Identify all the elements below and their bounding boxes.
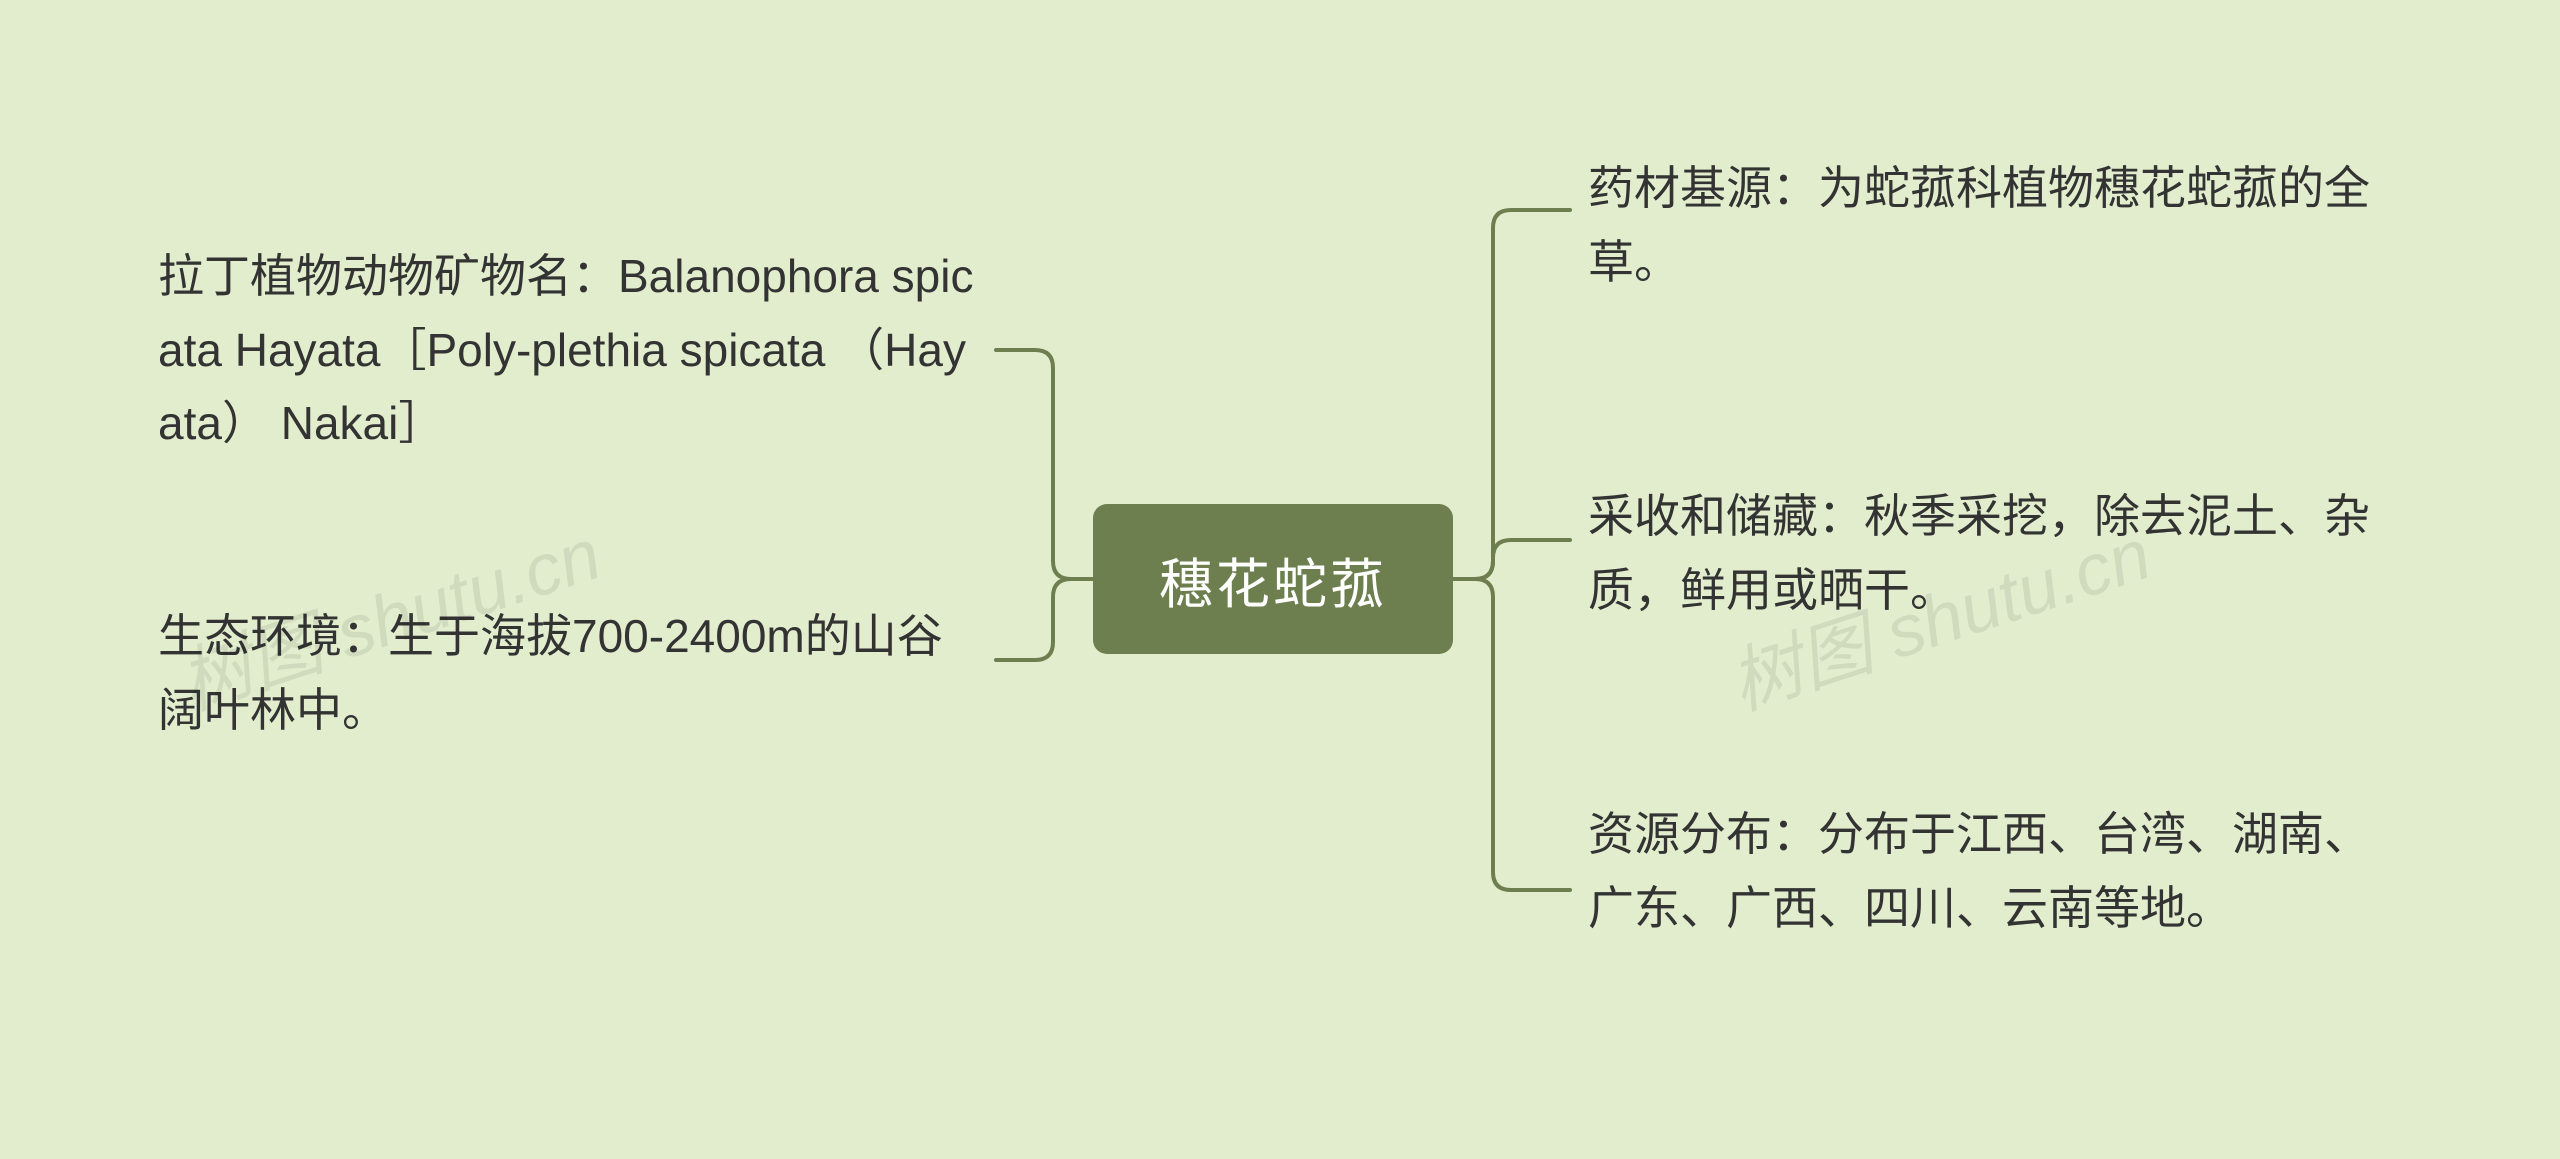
leaf-latin-name: 拉丁植物动物矿物名：Balanophora spicata Hayata［Pol… <box>158 240 978 461</box>
leaf-harvest: 采收和储藏：秋季采挖，除去泥土、杂质，鲜用或晒干。 <box>1588 480 2408 627</box>
mindmap-canvas: 穗花蛇菰 拉丁植物动物矿物名：Balanophora spicata Hayat… <box>0 0 2560 1159</box>
leaf-distribution: 资源分布：分布于江西、台湾、湖南、广东、广西、四川、云南等地。 <box>1588 798 2408 945</box>
center-node: 穗花蛇菰 <box>1093 504 1453 654</box>
center-node-text: 穗花蛇菰 <box>1159 540 1387 619</box>
leaf-source: 药材基源：为蛇菰科植物穗花蛇菰的全草。 <box>1588 152 2408 299</box>
leaf-habitat: 生态环境：生于海拔700-2400m的山谷阔叶林中。 <box>158 600 978 747</box>
